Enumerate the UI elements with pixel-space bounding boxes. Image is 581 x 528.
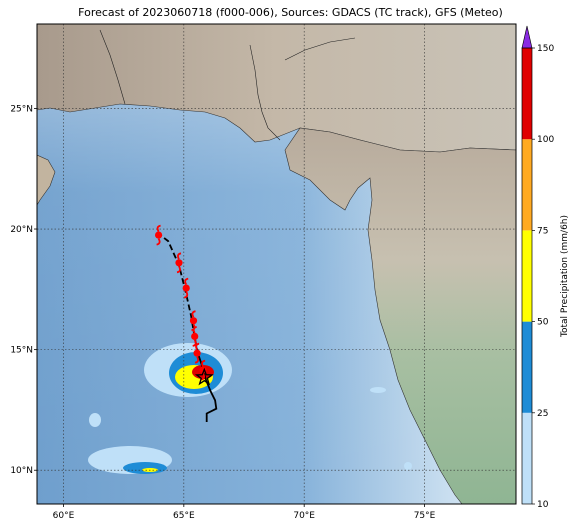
border-line xyxy=(249,44,281,141)
colorbar-bin xyxy=(522,412,532,504)
lon-tick-label: 70°E xyxy=(293,511,315,521)
colorbar-tick-label: 10 xyxy=(537,500,549,510)
indian-peninsula xyxy=(284,127,516,504)
cyclone-symbol-icon xyxy=(155,224,163,246)
cyclone-symbol-icon xyxy=(191,326,199,347)
cyclone-symbols xyxy=(155,224,207,381)
map-frame xyxy=(36,23,517,505)
lon-tick-label: 75°E xyxy=(414,511,436,521)
cyclone-symbol-icon xyxy=(175,252,183,274)
colorbar-bin xyxy=(522,48,532,140)
map-title: Forecast of 2023060718 (f000-006), Sourc… xyxy=(78,6,503,19)
colorbar-bin xyxy=(522,321,532,413)
colorbar-bin xyxy=(522,230,532,322)
border-line xyxy=(99,29,126,105)
colorbar-bin xyxy=(522,139,532,231)
lon-tick-label: 60°E xyxy=(53,511,75,521)
colorbar-tick-label: 150 xyxy=(537,44,554,54)
current-position-star-icon xyxy=(194,367,214,386)
longitude-tick-labels: 60°E 65°E 70°E 75°E xyxy=(53,504,436,521)
colorbar-tick-label: 100 xyxy=(537,135,554,145)
colorbar-tick-label: 25 xyxy=(537,409,548,419)
colorbar-extend-arrow xyxy=(521,25,533,49)
map-plot-area xyxy=(37,24,516,504)
precipitation-colorbar: 10 25 50 75 100 150 Total Precipitation (mm/6h… xyxy=(521,25,570,510)
lat-tick-label: 15°N xyxy=(10,346,33,356)
lat-tick-label: 10°N xyxy=(10,466,33,476)
colorbar-tick-label: 75 xyxy=(537,226,548,236)
lat-tick-label: 20°N xyxy=(10,225,33,235)
current-position xyxy=(194,367,214,386)
latitude-tick-labels: 25°N 20°N 15°N 10°N xyxy=(10,104,37,476)
colorbar-tick-label: 50 xyxy=(537,318,549,328)
cyclone-symbol-icon xyxy=(182,277,190,299)
lat-tick-label: 25°N xyxy=(10,104,33,114)
map-gridlines xyxy=(37,24,516,504)
lon-tick-label: 65°E xyxy=(173,511,195,521)
oman-coast xyxy=(37,154,56,206)
colorbar-label: Total Precipitation (mm/6h) xyxy=(560,215,570,338)
border-line xyxy=(284,37,356,61)
cyclone-symbol-icon xyxy=(193,342,201,364)
